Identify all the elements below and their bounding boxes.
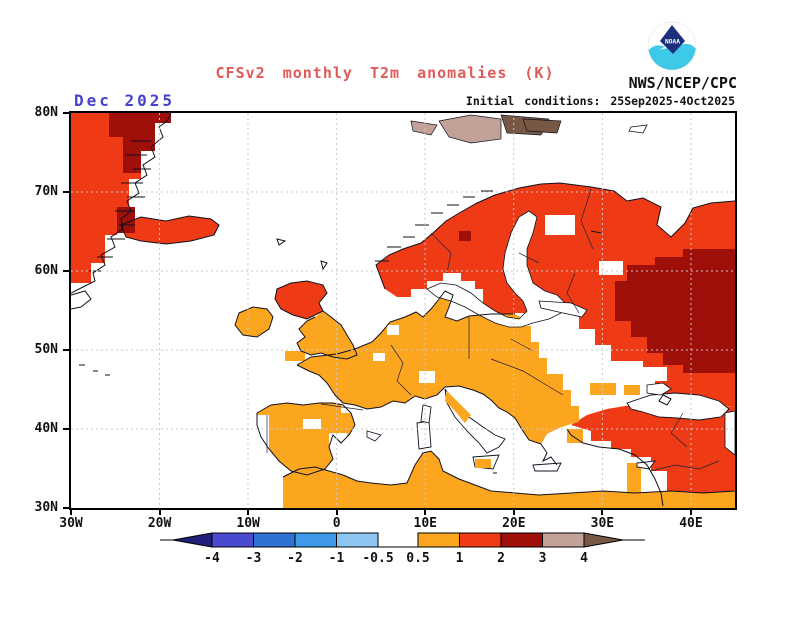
legend-cell-n2 bbox=[294, 532, 337, 548]
coastlines bbox=[71, 113, 735, 507]
lat-tickmark bbox=[63, 191, 69, 193]
legend-cell-n3 bbox=[253, 532, 296, 548]
legend-tick-label: -2 bbox=[287, 551, 303, 566]
legend-arrow-right bbox=[583, 532, 624, 548]
legend-tick-label: -1 bbox=[329, 551, 345, 566]
legend-baseline bbox=[160, 539, 645, 548]
noaa-logo: NOAA bbox=[647, 21, 697, 71]
anomaly-fill-over4 bbox=[500, 114, 562, 136]
legend-tick-label: -4 bbox=[204, 551, 220, 566]
legend-cell-p1 bbox=[459, 532, 502, 548]
lon-tickmark bbox=[424, 509, 427, 515]
anomaly-fill-plus3to4 bbox=[410, 114, 502, 144]
noaa-wave-shape bbox=[648, 44, 696, 70]
legend-cell-p2 bbox=[500, 532, 543, 548]
lon-tickmark bbox=[70, 509, 72, 515]
legend-arrow-left bbox=[172, 532, 213, 548]
forecast-month-label: Dec 2025 bbox=[74, 91, 176, 110]
legend-tick-label: -0.5 bbox=[362, 551, 393, 566]
page-title: CFSv2 monthly T2m anomalies (K) bbox=[215, 64, 555, 82]
legend-tick-label: 3 bbox=[539, 551, 547, 566]
lon-tickmark bbox=[335, 509, 338, 515]
legend-bar: -4 -3 -2 -1 -0.5 0.5 1 2 3 4 bbox=[160, 532, 645, 566]
init-conditions-label: Initial conditions: 25Sep2025-4Oct2025 bbox=[465, 94, 735, 108]
legend-cell-p3 bbox=[542, 532, 585, 548]
lat-tickmark bbox=[63, 428, 69, 430]
legend-tick-label: -3 bbox=[246, 551, 262, 566]
lat-tickmark bbox=[63, 507, 69, 509]
lon-tickmark bbox=[689, 509, 692, 515]
org-label: NWS/NCEP/CPC bbox=[628, 74, 737, 92]
legend-tick-label: 4 bbox=[580, 551, 588, 566]
legend-cell-p05 bbox=[417, 532, 460, 548]
lon-tickmark bbox=[512, 509, 515, 515]
legend-tick-label: 2 bbox=[497, 551, 505, 566]
legend-cell-n4 bbox=[211, 532, 254, 548]
lat-tickmark bbox=[63, 112, 69, 114]
lon-tickmark bbox=[601, 509, 604, 515]
legend-cell-n1 bbox=[336, 532, 379, 548]
lon-tickmark bbox=[247, 509, 250, 515]
legend-tick-label: 1 bbox=[456, 551, 464, 566]
noaa-logo-text: NOAA bbox=[665, 39, 680, 46]
lat-tickmark bbox=[63, 349, 69, 351]
noaa-diamond-shape bbox=[660, 25, 685, 54]
lon-tickmark bbox=[158, 509, 161, 515]
legend-tick-label: 0.5 bbox=[406, 551, 429, 566]
europe-anomaly-map bbox=[71, 113, 735, 508]
anomaly-patches-on-peninsulas bbox=[445, 391, 491, 468]
lat-tickmark bbox=[63, 270, 69, 272]
country-borders bbox=[266, 188, 720, 472]
neutral-and-sea-white bbox=[257, 124, 735, 472]
anomaly-fill-plus05to1 bbox=[235, 291, 735, 508]
gridlines bbox=[71, 113, 735, 508]
